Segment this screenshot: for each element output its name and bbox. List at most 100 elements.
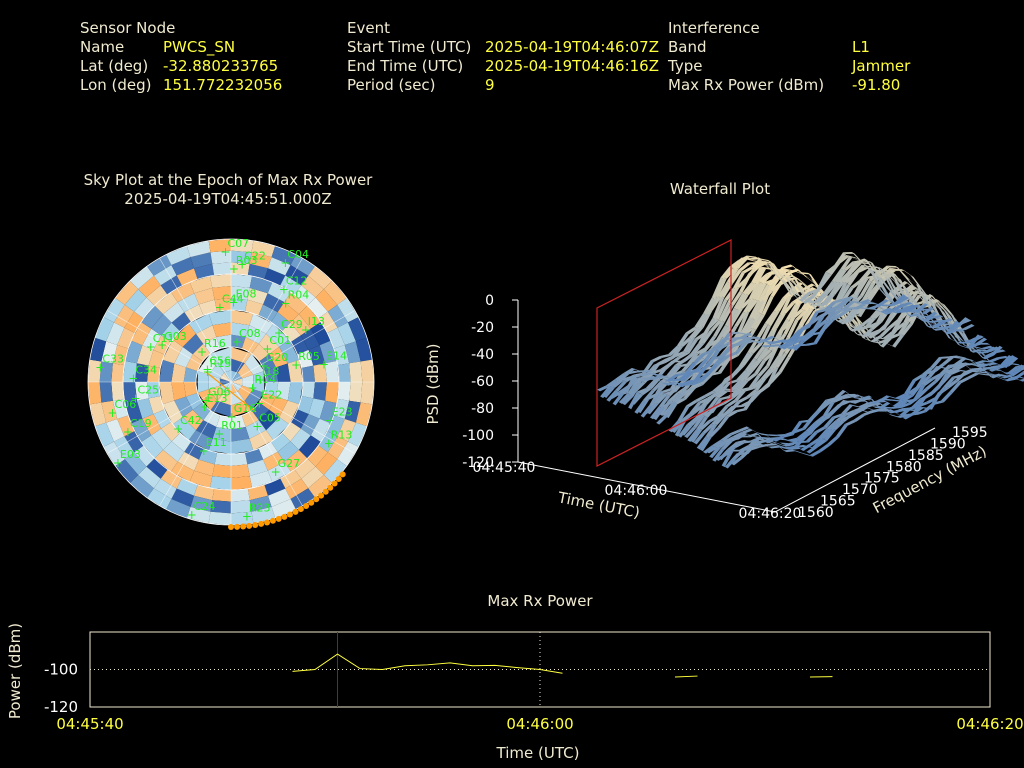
waterfall-surface-cell	[768, 445, 781, 449]
waterfall-surface-cell	[782, 301, 795, 314]
skyplot-sat-marker: +	[123, 425, 133, 439]
waterfall-surface-cell	[925, 380, 938, 390]
waterfall-surface-cell	[995, 376, 1008, 382]
waterfall-surface-cell	[748, 375, 761, 390]
skyplot-sat-marker: +	[201, 393, 211, 407]
waterfall-surface-cell	[982, 353, 994, 360]
waterfall-surface-cell	[608, 380, 621, 388]
skyplot-sat-marker: +	[242, 510, 252, 524]
waterfall-surface-cell	[785, 276, 798, 296]
waterfall-surface-cell	[789, 329, 802, 341]
skyplot-cell	[111, 363, 125, 382]
waterfall-surface-cell	[736, 331, 749, 336]
skyplot-spoke	[107, 310, 232, 383]
skyplot-horizon-marker	[335, 476, 342, 483]
skyplot-cell	[186, 506, 211, 524]
waterfall-surface-cell	[761, 345, 773, 348]
skyplot-cell	[333, 345, 350, 366]
waterfall-surface-cell	[882, 409, 894, 412]
skyplot-cell	[171, 257, 195, 276]
waterfall-surface-cell	[712, 383, 725, 393]
waterfall-surface-cell	[714, 277, 727, 298]
skyplot-cell	[124, 431, 144, 453]
waterfall-x-axis	[517, 461, 776, 513]
waterfall-surface-cell	[664, 390, 677, 395]
waterfall-surface-cell	[731, 456, 743, 466]
waterfall-surface-cell	[859, 299, 872, 304]
skyplot-cell	[194, 263, 215, 280]
skyplot-cell	[237, 385, 254, 401]
skyplot-cell	[209, 274, 231, 288]
waterfall-surface-cell	[839, 307, 852, 316]
skyplot-cell	[163, 441, 185, 462]
waterfall-surface-cell	[791, 289, 803, 299]
waterfall-surface-cell	[726, 410, 738, 418]
waterfall-surface-cell	[669, 365, 682, 378]
waterfall-surface-cell	[878, 401, 891, 410]
waterfall-surface-cell	[845, 307, 858, 310]
skyplot-cell	[154, 292, 178, 315]
skyplot-sat-label: C11	[153, 332, 175, 345]
waterfall-surface-cell	[753, 440, 766, 445]
interference-label: Type	[668, 57, 703, 75]
waterfall-surface-cell	[990, 373, 1002, 379]
waterfall-surface-cell	[884, 277, 897, 297]
skyplot-sat-marker: +	[325, 413, 335, 427]
waterfall-surface-cell	[900, 301, 913, 307]
waterfall-surface-cell	[928, 386, 941, 396]
waterfall-surface-cell	[978, 342, 991, 345]
waterfall-surface-cell	[894, 277, 907, 289]
waterfall-surface-cell	[957, 341, 969, 344]
skyplot-cell	[203, 410, 221, 428]
skyplot-title: Sky Plot at the Epoch of Max Rx Power	[83, 171, 373, 189]
skyplot-cell	[134, 445, 155, 467]
waterfall-surface-cell	[843, 399, 856, 404]
waterfall-surface-cell	[841, 296, 854, 301]
skyplot-cell	[263, 293, 285, 313]
waterfall-surface-cell	[837, 394, 850, 400]
waterfall-surface-cell	[834, 269, 847, 283]
waterfall-z-tick-label: -80	[471, 401, 494, 417]
skyplot-cell	[217, 391, 231, 406]
waterfall-surface-cell	[649, 369, 662, 378]
skyplot-cell	[247, 484, 268, 501]
waterfall-surface-cell	[818, 443, 831, 452]
skyplot-cell	[189, 470, 213, 488]
skyplot-sat-label: R03	[236, 254, 258, 267]
waterfall-surface-cell	[935, 302, 948, 313]
skyplot-cell	[319, 340, 337, 364]
waterfall-surface-cell	[843, 252, 855, 255]
waterfall-surface-cell	[972, 345, 985, 350]
waterfall-surface-cell	[853, 413, 866, 422]
skyplot-cell	[355, 337, 373, 362]
skyplot-cell	[297, 349, 314, 368]
skyplot-sat-marker: +	[319, 357, 329, 371]
waterfall-surface-cell	[892, 399, 905, 408]
waterfall-y-tick-label: 1575	[864, 471, 900, 487]
waterfall-surface-cell	[903, 286, 916, 309]
waterfall-surface-cell	[635, 377, 648, 382]
skyplot-cell	[146, 285, 168, 306]
waterfall-surface-cell	[653, 406, 665, 421]
skyplot-cell	[269, 396, 288, 418]
skyplot-cell	[266, 417, 290, 441]
skyplot-cell	[315, 289, 338, 312]
waterfall-surface-cell	[696, 416, 708, 431]
skyplot-cell	[264, 382, 279, 397]
skyplot-cell	[290, 254, 316, 276]
sensor-value: -32.880233765	[163, 57, 279, 75]
waterfall-surface-cell	[694, 332, 707, 341]
waterfall-surface-cell	[941, 303, 954, 316]
waterfall-surface-cell	[720, 433, 733, 442]
waterfall-surface-cell	[791, 296, 804, 304]
waterfall-surface-cell	[692, 404, 705, 414]
skyplot-cell	[267, 282, 292, 303]
waterfall-surface-cell	[654, 378, 667, 396]
skyplot-sat-marker: +	[274, 326, 284, 340]
waterfall-surface-cell	[948, 337, 961, 344]
skyplot-cell	[160, 469, 182, 489]
skyplot-cell	[182, 409, 204, 431]
skyplot-cell	[94, 422, 114, 447]
skyplot-cell	[136, 398, 154, 419]
waterfall-surface-cell	[676, 382, 689, 385]
